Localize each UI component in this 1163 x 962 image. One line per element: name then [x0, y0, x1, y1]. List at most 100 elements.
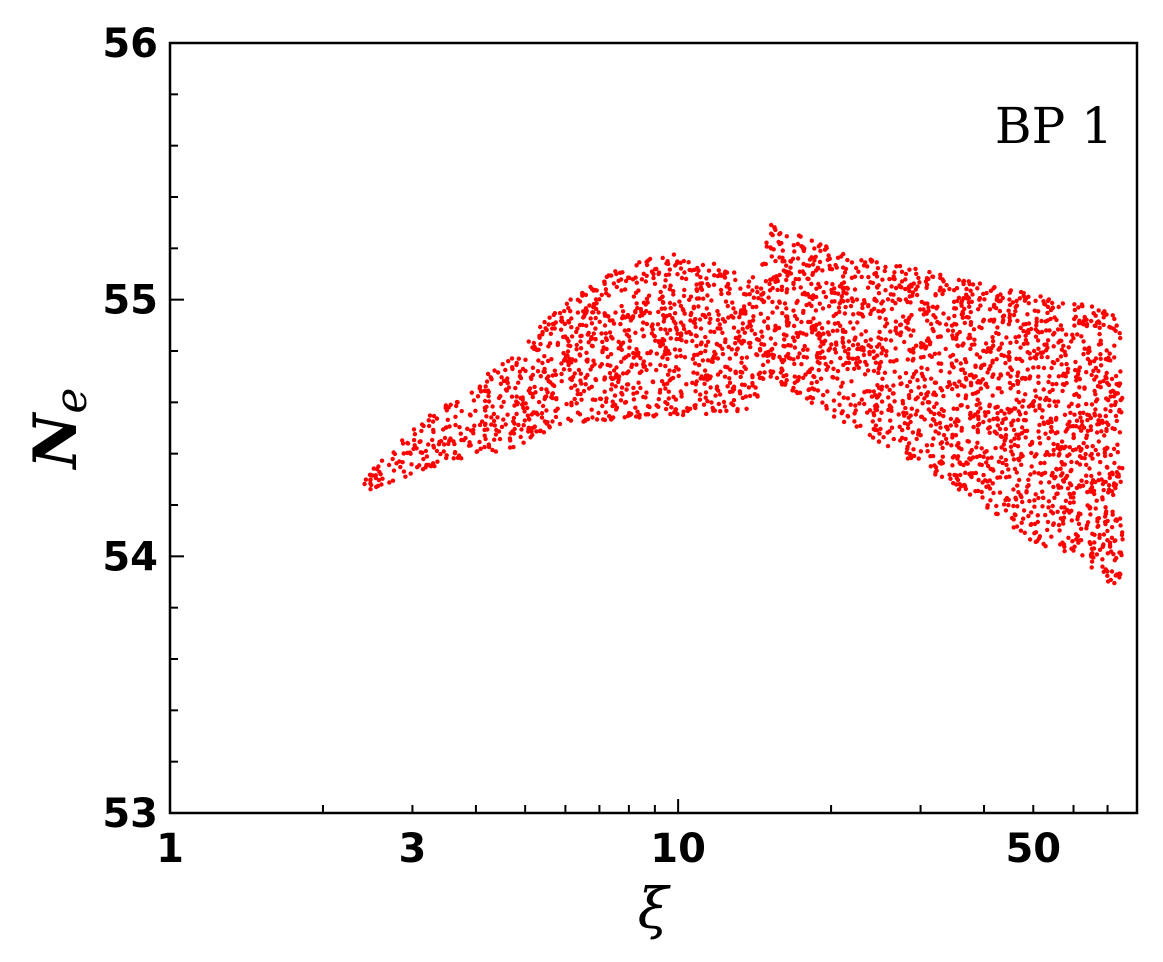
data-point: [831, 398, 837, 403]
data-point: [532, 424, 537, 429]
data-point: [590, 415, 595, 420]
data-point: [779, 284, 785, 289]
data-point: [455, 455, 461, 460]
data-point: [1069, 401, 1074, 406]
y-tick-label: 54: [102, 534, 158, 580]
data-point: [1106, 398, 1111, 403]
data-point: [669, 405, 674, 410]
data-point: [441, 449, 446, 454]
data-point: [705, 281, 710, 287]
data-point: [874, 274, 880, 279]
data-point: [431, 413, 437, 419]
data-point: [518, 375, 524, 381]
data-point: [882, 268, 887, 274]
data-point: [884, 349, 889, 354]
data-point: [620, 270, 625, 275]
data-point: [593, 326, 598, 331]
data-point: [431, 429, 436, 435]
data-point: [876, 309, 881, 314]
data-point: [1028, 472, 1033, 477]
data-point: [752, 331, 758, 337]
data-point: [1045, 298, 1051, 304]
data-point: [973, 363, 978, 368]
data-point: [848, 402, 853, 407]
data-point: [1098, 356, 1103, 361]
data-point: [790, 256, 796, 261]
data-point: [675, 272, 680, 277]
data-point: [927, 269, 932, 275]
data-point: [940, 277, 945, 282]
data-point: [690, 338, 695, 344]
data-point: [980, 495, 985, 500]
data-point: [1102, 453, 1108, 459]
data-point: [1025, 312, 1030, 317]
data-point: [898, 330, 904, 335]
data-point: [618, 277, 624, 282]
data-point: [809, 381, 814, 386]
data-point: [459, 408, 464, 414]
data-point: [1034, 316, 1039, 321]
data-point: [781, 358, 787, 363]
data-point: [992, 302, 997, 307]
data-point: [1040, 408, 1045, 413]
data-point: [905, 299, 910, 305]
data-point: [1039, 318, 1044, 324]
data-point: [523, 368, 528, 374]
data-point: [448, 436, 453, 441]
data-point: [598, 396, 604, 402]
data-point: [627, 412, 633, 418]
data-point: [1012, 436, 1017, 441]
data-point: [1085, 520, 1091, 525]
data-point: [984, 290, 989, 296]
data-point: [673, 321, 678, 326]
data-point: [878, 426, 883, 432]
data-point: [738, 374, 743, 380]
data-point: [1054, 403, 1059, 409]
data-point: [583, 292, 589, 298]
data-point: [958, 461, 963, 467]
data-point: [1053, 417, 1059, 422]
data-point: [1110, 388, 1116, 393]
data-point: [1053, 431, 1058, 436]
data-point: [467, 440, 472, 445]
data-point: [604, 396, 609, 401]
data-point: [1029, 464, 1034, 469]
data-point: [949, 443, 954, 448]
data-point: [718, 369, 723, 374]
data-point: [883, 353, 889, 358]
data-point: [864, 410, 870, 415]
data-point: [583, 375, 588, 380]
data-point: [1050, 387, 1055, 393]
data-point: [818, 376, 824, 381]
data-point: [795, 241, 800, 247]
data-point: [1041, 365, 1047, 371]
data-point: [603, 312, 608, 317]
data-point: [866, 303, 871, 308]
data-point: [738, 339, 743, 345]
data-point: [631, 397, 637, 402]
data-point: [578, 339, 583, 344]
data-point: [695, 352, 700, 357]
data-point: [825, 389, 830, 394]
data-point: [1078, 526, 1084, 531]
data-point: [516, 356, 521, 361]
data-point: [660, 342, 666, 347]
data-point: [807, 301, 812, 306]
data-point: [1094, 498, 1099, 503]
data-point: [982, 362, 987, 367]
data-point: [668, 336, 673, 341]
data-point: [826, 253, 831, 258]
data-point: [944, 282, 949, 288]
data-point: [703, 395, 708, 400]
data-point: [576, 367, 582, 373]
data-point: [637, 370, 642, 376]
data-point: [488, 375, 493, 380]
data-point: [902, 339, 907, 345]
data-point: [755, 394, 760, 399]
data-point: [874, 260, 879, 265]
data-point: [703, 343, 709, 348]
data-point: [972, 342, 977, 347]
data-point: [868, 257, 873, 262]
data-point: [840, 274, 846, 279]
